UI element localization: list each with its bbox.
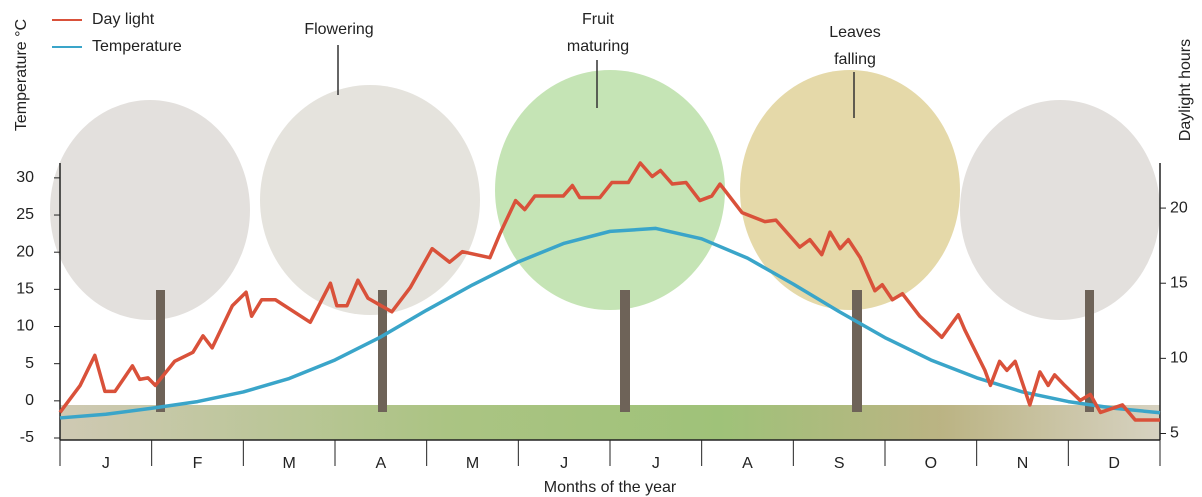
chart: Temperature °C Daylight hours Months of … — [0, 0, 1202, 497]
x-axis-label: Months of the year — [544, 479, 677, 496]
y-tick-label: 5 — [25, 355, 34, 372]
annotation: Fruit — [582, 11, 615, 28]
y-tick-label: -5 — [20, 429, 34, 446]
bare-tree — [960, 100, 1160, 320]
annotation: maturing — [567, 38, 629, 55]
trunk — [852, 290, 862, 412]
legend-label: Temperature — [92, 38, 182, 55]
x-tick-label: J — [102, 455, 110, 472]
x-tick-label: S — [834, 455, 845, 472]
x-tick-label: A — [375, 455, 386, 472]
x-tick-label: O — [925, 455, 937, 472]
annotation: Leaves — [829, 24, 881, 41]
page: Temperature °C Daylight hours Months of … — [0, 0, 1202, 497]
x-tick-label: A — [742, 455, 753, 472]
legend-label: Day light — [92, 11, 155, 28]
x-tick-label: M — [283, 455, 296, 472]
y-tick-label: 20 — [16, 243, 34, 260]
bare-tree — [50, 100, 250, 320]
ground — [60, 405, 1160, 440]
x-tick-label: F — [193, 455, 203, 472]
annotation: falling — [834, 51, 876, 68]
x-tick-label: J — [560, 455, 568, 472]
y2-axis-label: Daylight hours — [1177, 39, 1194, 141]
y2-tick-label: 10 — [1170, 350, 1188, 367]
trunk — [156, 290, 165, 412]
y-tick-label: 15 — [16, 281, 34, 298]
trunk — [620, 290, 630, 412]
y-axis-label: Temperature °C — [13, 19, 30, 131]
x-tick-label: D — [1108, 455, 1120, 472]
y-tick-label: 10 — [16, 318, 34, 335]
annotation: Flowering — [304, 21, 373, 38]
y2-tick-label: 20 — [1170, 199, 1188, 216]
flowering-tree — [260, 85, 480, 315]
y-tick-label: 25 — [16, 206, 34, 223]
x-tick-label: J — [652, 455, 660, 472]
x-tick-label: N — [1017, 455, 1029, 472]
y2-tick-label: 5 — [1170, 425, 1179, 442]
y-tick-label: 0 — [25, 392, 34, 409]
y-tick-label: 30 — [16, 169, 34, 186]
x-tick-label: M — [466, 455, 479, 472]
y2-tick-label: 15 — [1170, 274, 1188, 291]
